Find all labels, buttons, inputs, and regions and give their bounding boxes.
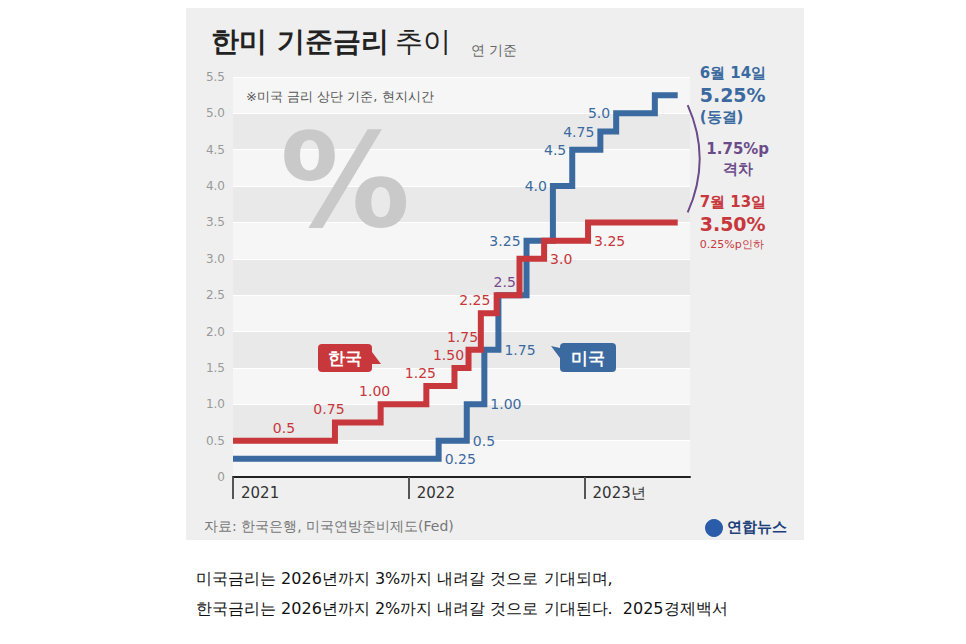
svg-text:추이: 추이 bbox=[395, 25, 451, 58]
svg-text:3.5: 3.5 bbox=[206, 215, 225, 229]
svg-text:7월 13일: 7월 13일 bbox=[700, 193, 767, 211]
svg-text:5.0: 5.0 bbox=[588, 105, 610, 121]
svg-text:0.75: 0.75 bbox=[313, 401, 344, 417]
svg-text:0.5: 0.5 bbox=[206, 434, 225, 448]
svg-text:2.5: 2.5 bbox=[206, 288, 225, 302]
svg-text:한미 기준금리: 한미 기준금리 bbox=[211, 25, 389, 58]
svg-text:3.0: 3.0 bbox=[550, 251, 572, 267]
svg-text:미국금리는 2026년까지 3%까지 내려갈 것으로 기대되: 미국금리는 2026년까지 3%까지 내려갈 것으로 기대되며, bbox=[196, 569, 613, 588]
svg-text:5.0: 5.0 bbox=[206, 106, 225, 120]
svg-text:0.5: 0.5 bbox=[273, 420, 295, 436]
svg-text:5.25%: 5.25% bbox=[700, 84, 766, 106]
svg-text:연합뉴스: 연합뉴스 bbox=[727, 518, 787, 536]
svg-text:4.75: 4.75 bbox=[563, 124, 594, 140]
svg-text:1.0: 1.0 bbox=[206, 397, 225, 411]
svg-text:2023년: 2023년 bbox=[593, 484, 646, 502]
svg-text:격차: 격차 bbox=[723, 160, 753, 178]
svg-text:1.50: 1.50 bbox=[433, 347, 464, 363]
svg-text:2.25: 2.25 bbox=[459, 292, 490, 308]
svg-text:자료: 한국은행, 미국연방준비제도(Fed): 자료: 한국은행, 미국연방준비제도(Fed) bbox=[204, 518, 454, 534]
svg-text:한국금리는 2026년까지 2%까지 내려갈 것으로 기대된: 한국금리는 2026년까지 2%까지 내려갈 것으로 기대된다. 2025경제백… bbox=[196, 599, 728, 618]
svg-text:4.5: 4.5 bbox=[544, 142, 566, 158]
svg-text:0.25: 0.25 bbox=[445, 451, 476, 467]
svg-text:4.0: 4.0 bbox=[206, 179, 225, 193]
svg-text:4.5: 4.5 bbox=[206, 143, 225, 157]
svg-text:3.25: 3.25 bbox=[489, 233, 520, 249]
svg-text:2022: 2022 bbox=[417, 484, 455, 502]
svg-text:1.75: 1.75 bbox=[447, 329, 478, 345]
svg-text:2.0: 2.0 bbox=[206, 325, 225, 339]
svg-text:2.5: 2.5 bbox=[494, 274, 516, 290]
svg-text:3.0: 3.0 bbox=[206, 252, 225, 266]
svg-text:5.5: 5.5 bbox=[206, 70, 225, 84]
svg-text:1.75%p: 1.75%p bbox=[706, 140, 769, 158]
svg-text:3.50%: 3.50% bbox=[700, 213, 766, 235]
svg-text:(동결): (동결) bbox=[700, 108, 744, 126]
svg-text:1.5: 1.5 bbox=[206, 361, 225, 375]
svg-text:※미국 금리 상단 기준, 현지시간: ※미국 금리 상단 기준, 현지시간 bbox=[246, 89, 434, 104]
svg-text:0.25%p인하: 0.25%p인하 bbox=[700, 238, 764, 251]
svg-text:6월 14일: 6월 14일 bbox=[700, 64, 767, 82]
svg-text:0: 0 bbox=[217, 470, 225, 484]
svg-text:1.25: 1.25 bbox=[405, 365, 436, 381]
svg-text:2021: 2021 bbox=[241, 484, 279, 502]
svg-text:3.25: 3.25 bbox=[594, 233, 625, 249]
svg-text:0.5: 0.5 bbox=[473, 433, 495, 449]
svg-text:1.75: 1.75 bbox=[504, 342, 535, 358]
svg-text:4.0: 4.0 bbox=[525, 178, 547, 194]
svg-text:연 기준: 연 기준 bbox=[471, 42, 517, 58]
svg-text:1.00: 1.00 bbox=[490, 396, 521, 412]
svg-text:%: % bbox=[280, 105, 410, 257]
svg-text:미국: 미국 bbox=[571, 348, 605, 368]
svg-text:1.00: 1.00 bbox=[359, 383, 390, 399]
svg-text:한국: 한국 bbox=[328, 348, 362, 368]
